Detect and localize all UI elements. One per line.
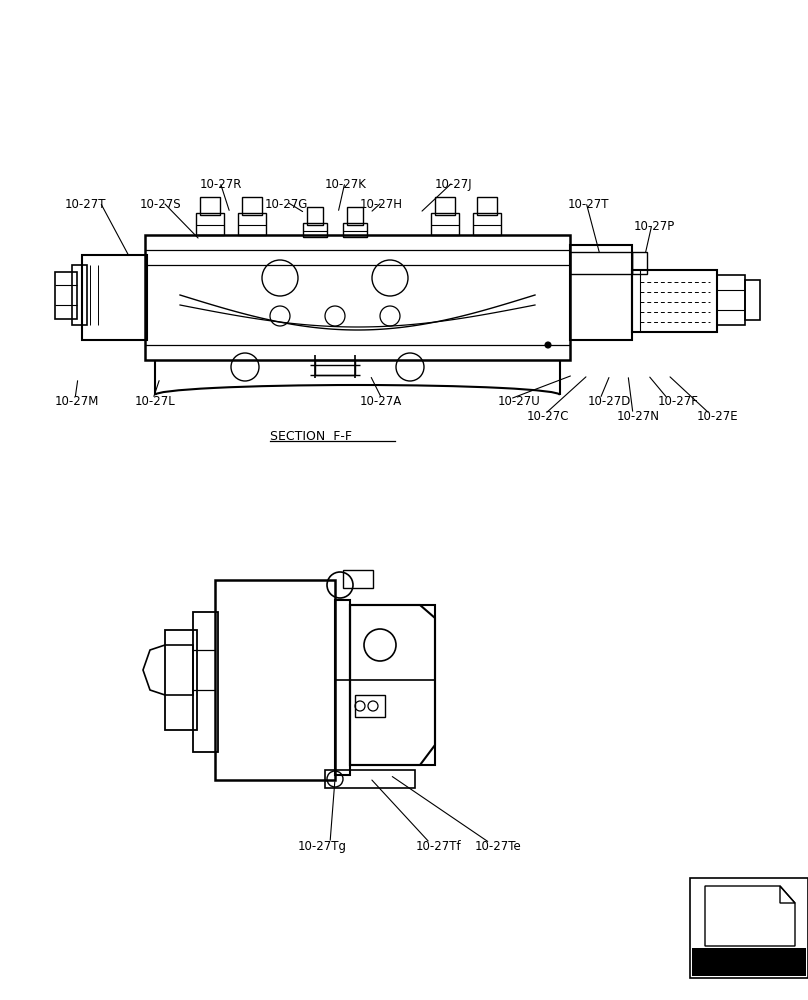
Bar [745,280,760,320]
Text: 10-27J: 10-27J [435,178,473,191]
Text: SECTION  F-F: SECTION F-F [270,430,352,443]
Bar [200,197,220,215]
Bar [692,948,806,976]
Polygon shape [705,886,795,946]
Bar [632,270,717,332]
Bar [165,630,197,730]
Bar [238,213,266,235]
Text: 10-27E: 10-27E [697,410,739,423]
Text: 10-27H: 10-27H [360,198,403,211]
Text: 10-27F: 10-27F [658,395,699,408]
Text: 10-27L: 10-27L [135,395,176,408]
Bar [335,600,350,775]
Bar [343,223,367,237]
Text: 10-27U: 10-27U [498,395,541,408]
Bar [355,695,385,717]
Text: 10-27M: 10-27M [55,395,99,408]
Text: 10-27A: 10-27A [360,395,402,408]
Text: 10-27R: 10-27R [200,178,242,191]
Text: 10-27Tf: 10-27Tf [416,840,461,853]
Bar [242,197,262,215]
Bar [570,252,632,274]
Bar [690,878,808,978]
Bar [325,770,415,788]
Bar [343,570,373,588]
Bar [145,235,570,360]
Text: 10-27N: 10-27N [617,410,660,423]
Text: 10-27T: 10-27T [65,198,107,211]
Bar [473,213,501,235]
Bar [196,213,224,235]
Bar [315,360,355,375]
Circle shape [545,342,551,348]
Bar [632,252,647,274]
Bar [82,255,147,340]
Bar [347,207,363,225]
Text: 10-27Te: 10-27Te [475,840,522,853]
Bar [570,245,632,340]
Bar [55,272,77,319]
Bar [72,265,87,325]
Text: 10-27Tg: 10-27Tg [298,840,347,853]
Text: 10-27P: 10-27P [634,220,675,233]
Text: 10-27T: 10-27T [568,198,609,211]
Text: 10-27D: 10-27D [588,395,631,408]
Text: 10-27S: 10-27S [140,198,182,211]
Bar [303,223,327,237]
Bar [477,197,497,215]
Bar [350,605,435,765]
Bar [193,612,218,752]
Bar [215,580,335,780]
Bar [307,207,323,225]
Text: 10-27C: 10-27C [527,410,570,423]
Bar [717,275,745,325]
Bar [435,197,455,215]
Text: 10-27G: 10-27G [265,198,309,211]
Text: 10-27K: 10-27K [325,178,367,191]
Bar [431,213,459,235]
